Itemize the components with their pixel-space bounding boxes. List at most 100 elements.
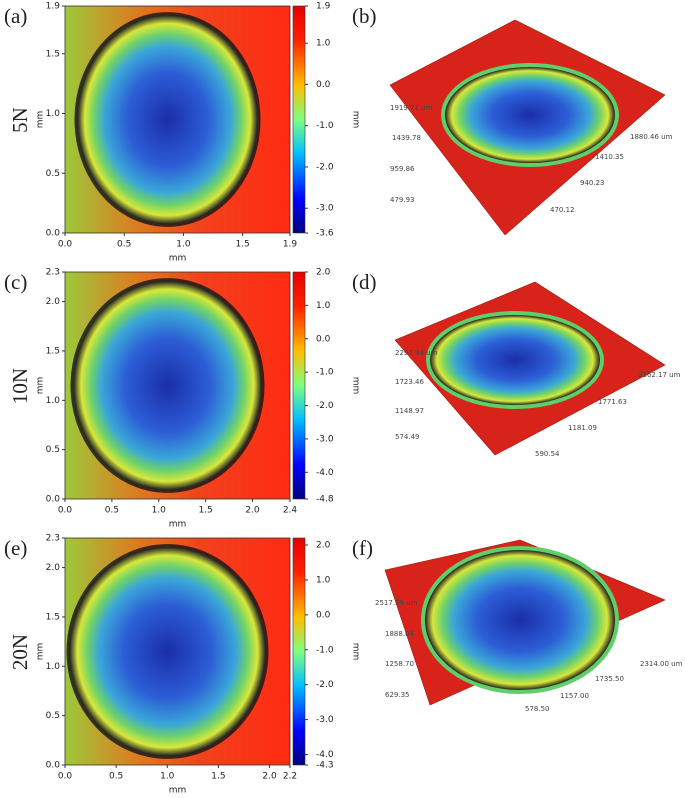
y-tick-label: 0.0 <box>46 229 61 239</box>
colorbar-tick-label: -3.0 <box>316 715 334 725</box>
axis-3d-label: 1771.63 <box>598 398 627 406</box>
y-tick-label: 2.0 <box>46 297 61 307</box>
x-tick-label: 0.5 <box>105 506 119 516</box>
axis-3d-label: 574.49 <box>395 433 420 441</box>
colorbar <box>292 271 306 500</box>
axis-3d-label: 1888.04 <box>385 630 414 638</box>
colorbar-tick-label: -4.0 <box>316 468 334 478</box>
y-tick-label: 1.0 <box>46 662 61 672</box>
axis-3d-label: 940.23 <box>580 179 605 187</box>
axis-3d-label: 1410.35 <box>595 153 624 161</box>
axis-3d-label: 578.50 <box>525 705 550 713</box>
axis-3d-label: 590.54 <box>535 450 560 458</box>
colorbar-tick-label: 1.9 <box>316 2 331 12</box>
wear-scar <box>69 547 266 756</box>
axis-3d-label: 1258.70 <box>385 660 414 668</box>
plot-frame <box>64 5 291 234</box>
y-tick-label: 0.5 <box>46 711 60 721</box>
colorbar-tick-label: 1.0 <box>316 575 331 585</box>
axis-3d-label: 1723.46 <box>395 378 424 386</box>
axis-3d-label: 1735.50 <box>595 675 624 683</box>
colorbar-tick-label: 0.0 <box>316 80 331 90</box>
y-axis-label: mm <box>36 377 46 395</box>
y-tick-label: 1.5 <box>46 49 60 59</box>
axis-3d-label: 2517.39 um <box>375 599 418 607</box>
y-tick-label: 1.0 <box>46 396 61 406</box>
colorbar-tick-label: -2.0 <box>316 680 334 690</box>
axis-3d-label: 470.12 <box>550 206 575 214</box>
x-tick-label: 2.0 <box>245 506 260 516</box>
panel-label: (d) <box>352 270 377 294</box>
wear-scar-3d <box>425 550 615 690</box>
axis-3d-label: 1919.71 um <box>390 104 433 112</box>
plot-frame <box>64 537 291 766</box>
colorbar-tick-label: -3.0 <box>316 204 334 214</box>
y-tick-label: 2.3 <box>46 268 60 278</box>
axis-3d-label: 1439.78 <box>392 134 421 142</box>
colorbar-tick-label: -3.6 <box>316 229 334 239</box>
x-tick-label: 2.4 <box>283 506 298 516</box>
y-tick-label: 1.5 <box>46 346 60 356</box>
axis-3d-label: 1157.00 <box>560 692 589 700</box>
axis-3d-label: 2297.94 um <box>395 349 438 357</box>
x-tick-label: 1.0 <box>160 772 175 782</box>
panel-label: (a) <box>4 4 27 28</box>
colorbar-tick-label: -4.0 <box>316 750 334 760</box>
x-tick-label: 0.5 <box>109 772 123 782</box>
axis-3d-label: 2362.17 um <box>638 371 681 379</box>
colorbar <box>292 537 306 766</box>
colorbar-tick-label: 1.0 <box>316 39 331 49</box>
colorbar-label: mm <box>351 643 361 661</box>
x-tick-label: 1.5 <box>211 772 225 782</box>
wear-scar-3d <box>445 67 615 163</box>
load-label: 10N <box>8 368 32 404</box>
x-axis-label: mm <box>169 520 187 530</box>
y-tick-label: 1.5 <box>46 612 60 622</box>
y-axis-label: mm <box>36 643 46 661</box>
colorbar-tick-label: 2.0 <box>316 540 331 550</box>
colorbar-tick-label: 0.0 <box>316 610 331 620</box>
x-tick-label: 2.0 <box>262 772 277 782</box>
colorbar-tick-label: -1.0 <box>316 645 334 655</box>
axis-3d-label: 1880.46 um <box>630 133 673 141</box>
x-tick-label: 1.0 <box>152 506 167 516</box>
panel-label: (c) <box>4 270 27 294</box>
y-tick-label: 1.9 <box>46 2 61 12</box>
panel-label: (f) <box>352 536 373 560</box>
colorbar <box>292 5 306 234</box>
x-tick-label: 1.9 <box>283 240 298 250</box>
y-tick-label: 2.3 <box>46 534 60 544</box>
axis-3d-label: 959.86 <box>390 165 415 173</box>
colorbar-tick-label: 1.0 <box>316 301 331 311</box>
axis-3d-label: 1148.97 <box>395 407 424 415</box>
axis-3d-label: 1181.09 <box>568 424 597 432</box>
y-axis-label: mm <box>36 111 46 129</box>
axis-3d-label: 479.93 <box>390 196 415 204</box>
x-tick-label: 1.0 <box>176 240 191 250</box>
y-tick-label: 0.5 <box>46 169 60 179</box>
axis-3d-label: 2314.00 um <box>640 660 683 668</box>
x-axis-label: mm <box>169 786 187 796</box>
plot-frame <box>64 271 291 500</box>
colorbar-label: mm <box>351 111 361 129</box>
colorbar-tick-label: -1.0 <box>316 368 334 378</box>
colorbar-tick-label: 0.0 <box>316 334 331 344</box>
panel-label: (b) <box>352 4 377 28</box>
panel-label: (e) <box>4 536 27 560</box>
y-tick-label: 2.0 <box>46 563 61 573</box>
x-tick-label: 1.5 <box>235 240 249 250</box>
colorbar-tick-label: -1.0 <box>316 121 334 131</box>
wear-scar <box>77 15 258 224</box>
y-tick-label: 0.0 <box>46 761 61 771</box>
y-tick-label: 0.0 <box>46 495 61 505</box>
load-label: 5N <box>8 107 32 133</box>
colorbar-tick-label: -2.0 <box>316 162 334 172</box>
colorbar-tick-label: -2.0 <box>316 401 334 411</box>
y-tick-label: 0.5 <box>46 445 60 455</box>
axis-3d-label: 629.35 <box>385 691 410 699</box>
x-tick-label: 1.5 <box>198 506 212 516</box>
x-tick-label: 0.0 <box>58 240 73 250</box>
colorbar-tick-label: -4.3 <box>316 761 334 771</box>
colorbar-label: mm <box>351 377 361 395</box>
